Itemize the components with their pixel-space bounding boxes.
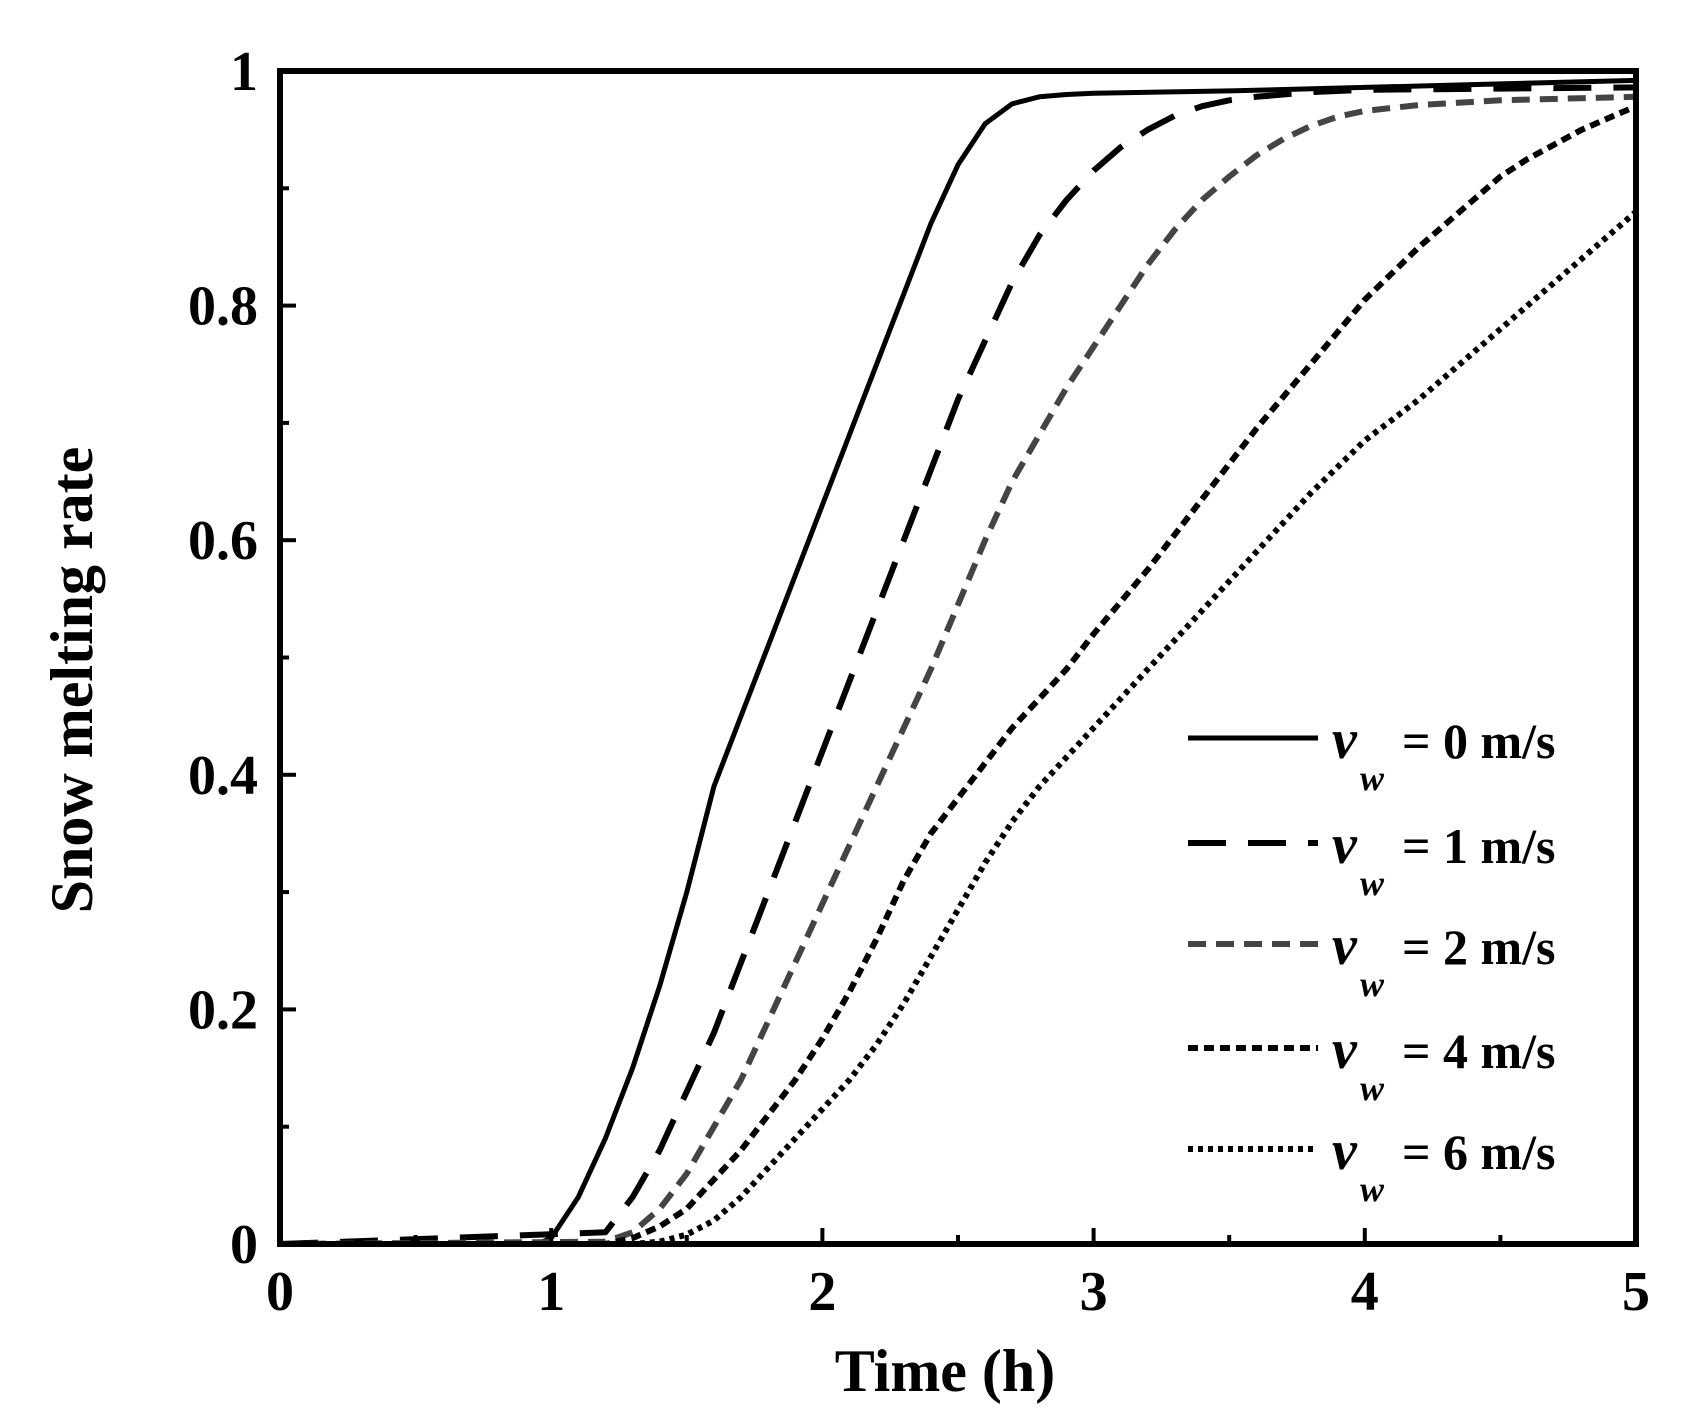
plot-frame [277,68,1639,1247]
series-line-4 [280,209,1638,1247]
legend-sub-4: w [1360,1169,1385,1209]
legend-label-1: = 1 m/s [1402,818,1556,874]
x-axis: 0 1 2 3 4 5 [266,1228,1650,1323]
y-axis-title: Snow melting rate [39,447,105,914]
x-tick-label: 0 [266,1261,294,1323]
x-tick-label: 5 [1622,1261,1650,1323]
x-tick-label: 4 [1351,1261,1379,1323]
legend-sub-3: w [1360,1068,1385,1108]
legend-label-2: = 2 m/s [1402,919,1556,975]
legend-var-2: v [1332,915,1358,977]
y-tick-label: 0.6 [188,510,258,572]
y-tick-label: 0.8 [188,276,258,338]
series-line-2 [279,93,1637,1247]
x-tick-label: 2 [808,1261,836,1323]
legend-label-3: = 4 m/s [1402,1023,1556,1079]
y-tick-label: 0 [230,1214,258,1276]
plot-area [279,77,1638,1247]
legend-sub-0: w [1360,758,1385,798]
legend-label-4: = 6 m/s [1402,1124,1556,1180]
series-line-1 [279,84,1637,1247]
legend-var-4: v [1332,1120,1358,1182]
legend-var-1: v [1332,814,1358,876]
y-tick-label: 0.4 [188,745,258,807]
legend-var-3: v [1332,1019,1358,1081]
x-tick-label: 3 [1080,1261,1108,1323]
legend: vw= 0 m/svw= 1 m/svw= 2 m/svw= 4 m/svw= … [1188,709,1556,1209]
y-axis: 0 0.2 0.4 0.6 0.8 1 [188,41,296,1276]
x-tick-label: 1 [537,1261,565,1323]
series-line-0 [280,77,1637,1247]
legend-label-0: = 0 m/s [1402,713,1556,769]
series-line-3 [280,103,1638,1247]
legend-sub-1: w [1360,863,1385,903]
y-tick-label: 1 [230,41,258,103]
y-tick-label: 0.2 [188,979,258,1041]
x-axis-title: Time (h) [835,1338,1056,1404]
legend-var-0: v [1332,709,1358,771]
legend-sub-2: w [1360,964,1385,1004]
